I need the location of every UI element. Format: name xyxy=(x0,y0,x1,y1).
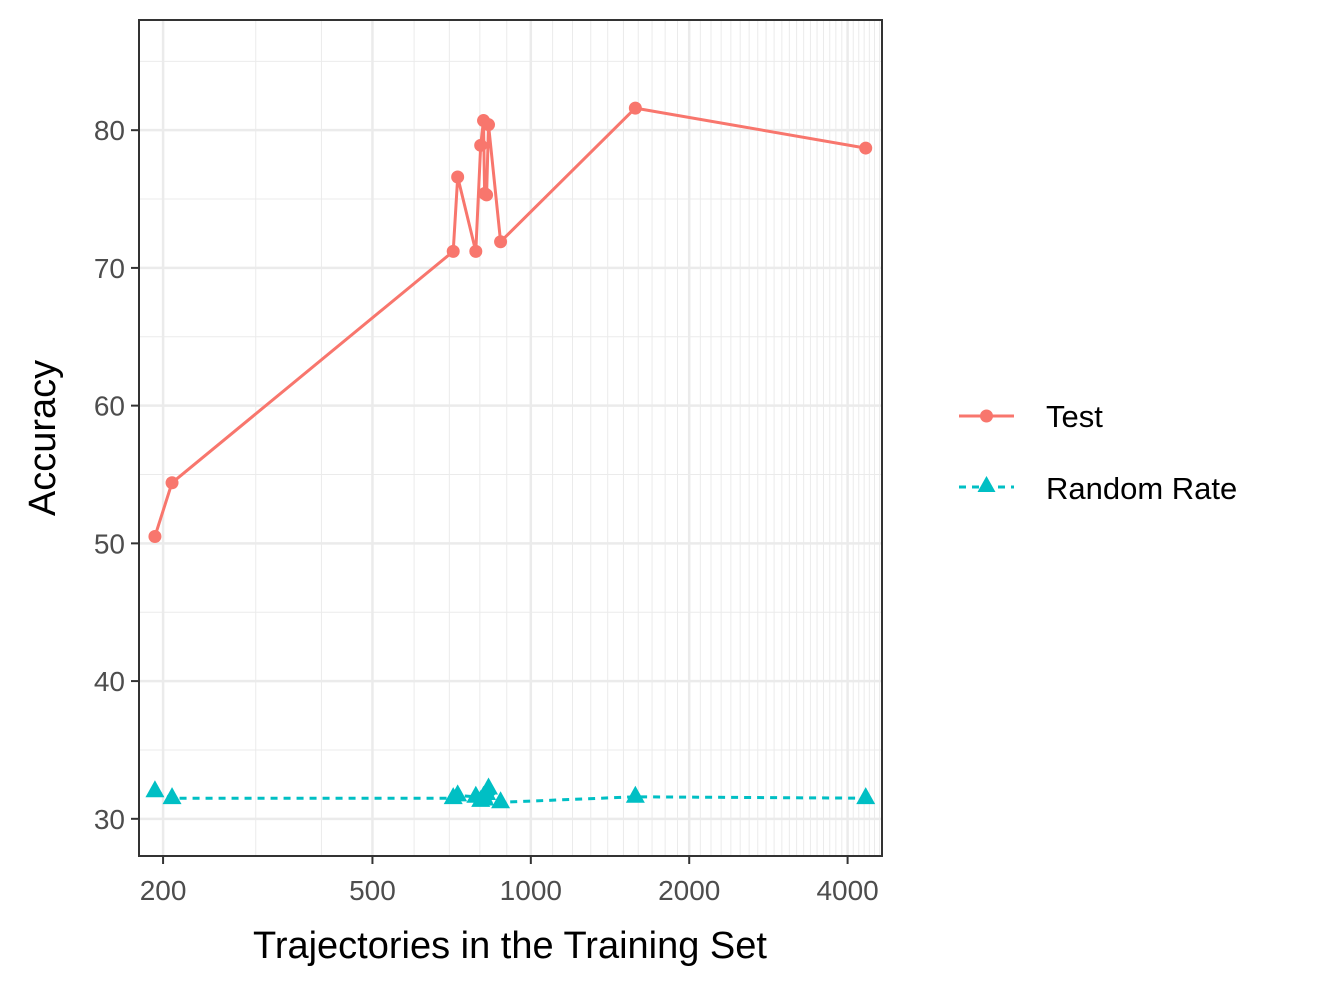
data-point-random-rate xyxy=(448,784,468,802)
data-point-test xyxy=(451,170,465,184)
x-tick-label: 4000 xyxy=(816,875,878,906)
data-point-test xyxy=(480,188,494,202)
panel-background xyxy=(139,20,882,856)
data-point-random-rate xyxy=(479,777,499,795)
y-tick-label: 50 xyxy=(94,528,125,559)
legend-key-test-marker xyxy=(980,409,993,423)
data-point-test xyxy=(628,101,642,115)
panel-border xyxy=(138,19,883,857)
legend-label-random-rate: Random Rate xyxy=(1046,471,1237,506)
x-tick-label: 2000 xyxy=(658,875,720,906)
data-point-random-rate xyxy=(625,785,645,803)
data-point-test xyxy=(165,476,179,490)
data-point-test xyxy=(494,235,508,249)
y-tick-label: 80 xyxy=(94,115,125,146)
legend-key-random-rate-marker xyxy=(977,476,996,492)
data-point-random-rate xyxy=(145,780,165,798)
x-axis: 200 500 1000 2000 4000 xyxy=(140,856,879,906)
data-point-test xyxy=(148,529,162,543)
y-axis-title: Accuracy xyxy=(22,360,64,516)
data-point-random-rate xyxy=(856,787,876,805)
legend: Test Random Rate xyxy=(959,399,1237,506)
y-tick-label: 30 xyxy=(94,804,125,835)
y-axis: 30 40 50 60 70 80 xyxy=(94,115,139,835)
data-point-test xyxy=(482,118,496,132)
series-test xyxy=(148,101,873,543)
data-point-test xyxy=(474,138,488,152)
y-tick-label: 40 xyxy=(94,666,125,697)
legend-label-test: Test xyxy=(1046,399,1103,434)
data-point-test xyxy=(859,141,873,155)
x-tick-label: 500 xyxy=(349,875,396,906)
y-tick-label: 60 xyxy=(94,391,125,422)
data-point-test xyxy=(469,244,483,258)
data-point-test xyxy=(446,244,460,258)
x-tick-label: 1000 xyxy=(500,875,562,906)
data-point-random-rate xyxy=(162,787,182,805)
series-layer xyxy=(145,101,876,809)
x-tick-label: 200 xyxy=(140,875,187,906)
x-axis-title: Trajectories in the Training Set xyxy=(253,925,767,967)
grid-major xyxy=(139,20,882,856)
series-random-rate xyxy=(145,777,876,809)
data-point-random-rate xyxy=(491,791,511,809)
y-tick-label: 70 xyxy=(94,253,125,284)
